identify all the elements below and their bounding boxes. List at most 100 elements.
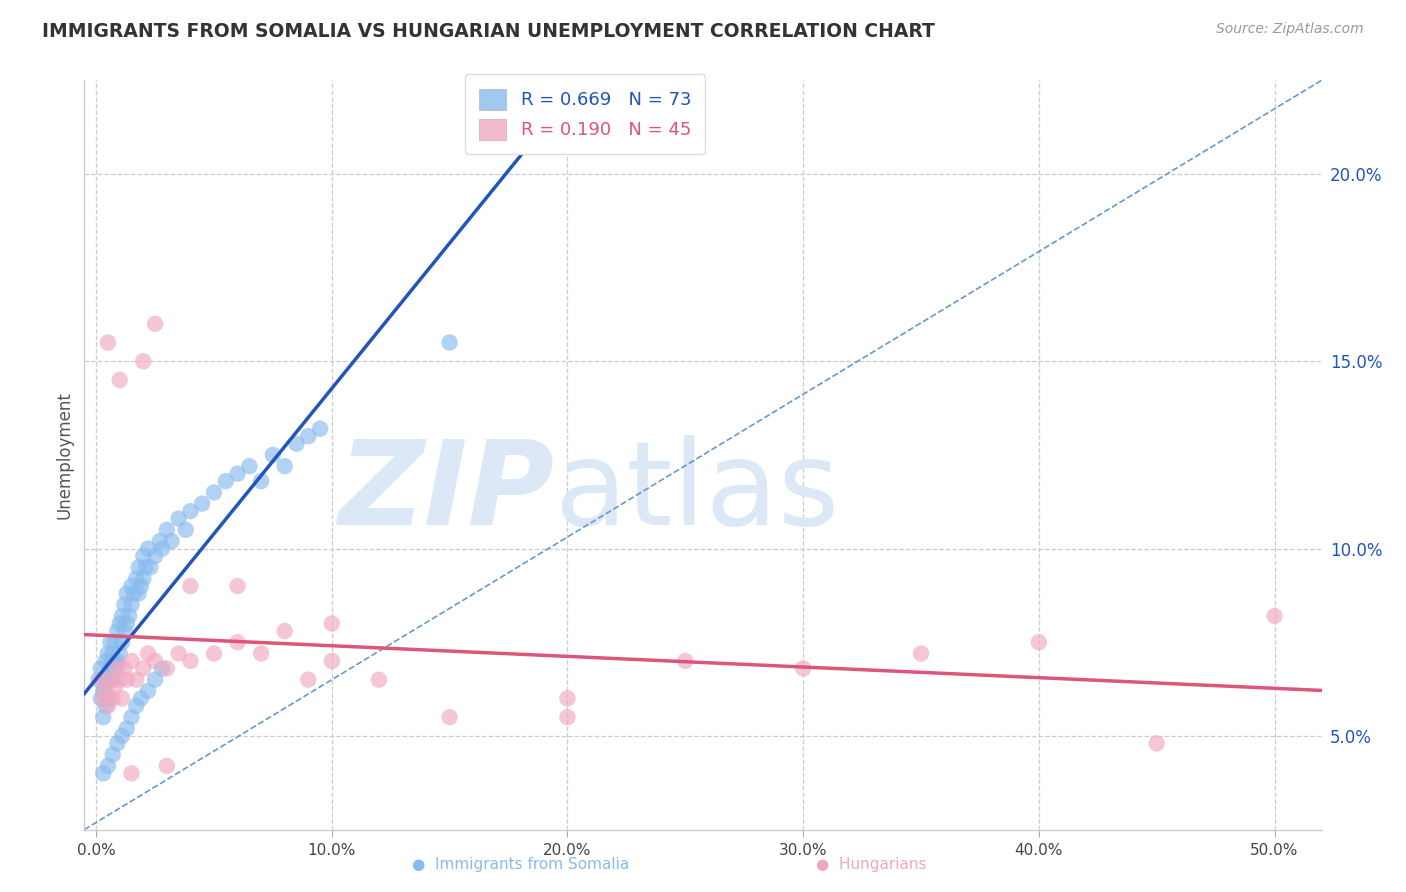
Point xyxy=(94,684,117,698)
Point xyxy=(115,722,138,736)
Point xyxy=(91,684,114,698)
Point xyxy=(321,654,343,668)
Point xyxy=(129,691,152,706)
Point xyxy=(156,759,179,773)
Point xyxy=(179,654,201,668)
Text: ●  Immigrants from Somalia: ● Immigrants from Somalia xyxy=(412,857,628,872)
Point xyxy=(91,766,114,780)
Point xyxy=(97,335,120,350)
Text: IMMIGRANTS FROM SOMALIA VS HUNGARIAN UNEMPLOYMENT CORRELATION CHART: IMMIGRANTS FROM SOMALIA VS HUNGARIAN UNE… xyxy=(42,22,935,41)
Point xyxy=(215,474,238,488)
Point xyxy=(557,691,579,706)
Point xyxy=(910,647,932,661)
Point xyxy=(174,523,197,537)
Point xyxy=(297,429,319,443)
Point xyxy=(179,504,201,518)
Point xyxy=(121,598,143,612)
Point xyxy=(112,598,135,612)
Point xyxy=(101,654,124,668)
Point xyxy=(143,317,166,331)
Point xyxy=(202,647,225,661)
Point xyxy=(122,586,145,600)
Point xyxy=(132,354,155,368)
Point xyxy=(160,534,183,549)
Point xyxy=(97,759,120,773)
Point xyxy=(115,586,138,600)
Point xyxy=(104,635,127,649)
Point xyxy=(97,647,120,661)
Point xyxy=(1263,609,1285,624)
Point xyxy=(285,436,308,450)
Point xyxy=(94,654,117,668)
Point xyxy=(98,673,121,687)
Point xyxy=(105,661,128,675)
Point xyxy=(262,448,284,462)
Point xyxy=(557,710,579,724)
Point xyxy=(136,684,159,698)
Point xyxy=(673,654,696,668)
Point xyxy=(1146,736,1168,750)
Point xyxy=(132,572,155,586)
Point xyxy=(156,523,179,537)
Point xyxy=(226,635,249,649)
Point xyxy=(101,691,124,706)
Point xyxy=(118,609,141,624)
Point xyxy=(94,698,117,713)
Point xyxy=(105,624,128,638)
Point xyxy=(87,673,110,687)
Point xyxy=(101,647,124,661)
Point xyxy=(167,511,190,525)
Point xyxy=(136,647,159,661)
Text: Source: ZipAtlas.com: Source: ZipAtlas.com xyxy=(1216,22,1364,37)
Point xyxy=(368,673,391,687)
Point xyxy=(143,549,166,563)
Point xyxy=(143,673,166,687)
Point xyxy=(98,661,121,675)
Text: ●  Hungarians: ● Hungarians xyxy=(817,857,927,872)
Point xyxy=(139,560,162,574)
Point xyxy=(250,474,273,488)
Point xyxy=(226,467,249,481)
Point xyxy=(309,422,332,436)
Point xyxy=(167,647,190,661)
Point xyxy=(156,661,179,675)
Point xyxy=(104,661,127,675)
Point xyxy=(226,579,249,593)
Point xyxy=(108,647,131,661)
Point xyxy=(112,661,135,675)
Point xyxy=(97,673,120,687)
Point xyxy=(121,579,143,593)
Point xyxy=(108,673,131,687)
Point xyxy=(111,691,134,706)
Point xyxy=(91,691,114,706)
Point xyxy=(97,691,120,706)
Point xyxy=(90,691,112,706)
Point xyxy=(238,459,260,474)
Point xyxy=(125,572,148,586)
Point xyxy=(115,616,138,631)
Point xyxy=(111,729,134,743)
Point xyxy=(136,541,159,556)
Point xyxy=(94,676,117,690)
Point xyxy=(143,654,166,668)
Point xyxy=(149,534,172,549)
Point xyxy=(439,335,461,350)
Point xyxy=(104,680,127,694)
Point xyxy=(101,673,124,687)
Point xyxy=(112,624,135,638)
Point xyxy=(105,654,128,668)
Point xyxy=(439,710,461,724)
Point xyxy=(1028,635,1050,649)
Point xyxy=(101,747,124,762)
Point xyxy=(111,609,134,624)
Point xyxy=(108,616,131,631)
Point xyxy=(90,661,112,675)
Point xyxy=(132,661,155,675)
Point xyxy=(90,673,112,687)
Point xyxy=(121,710,143,724)
Point xyxy=(150,661,173,675)
Point xyxy=(128,586,150,600)
Point xyxy=(250,647,273,661)
Point xyxy=(128,560,150,574)
Point xyxy=(121,766,143,780)
